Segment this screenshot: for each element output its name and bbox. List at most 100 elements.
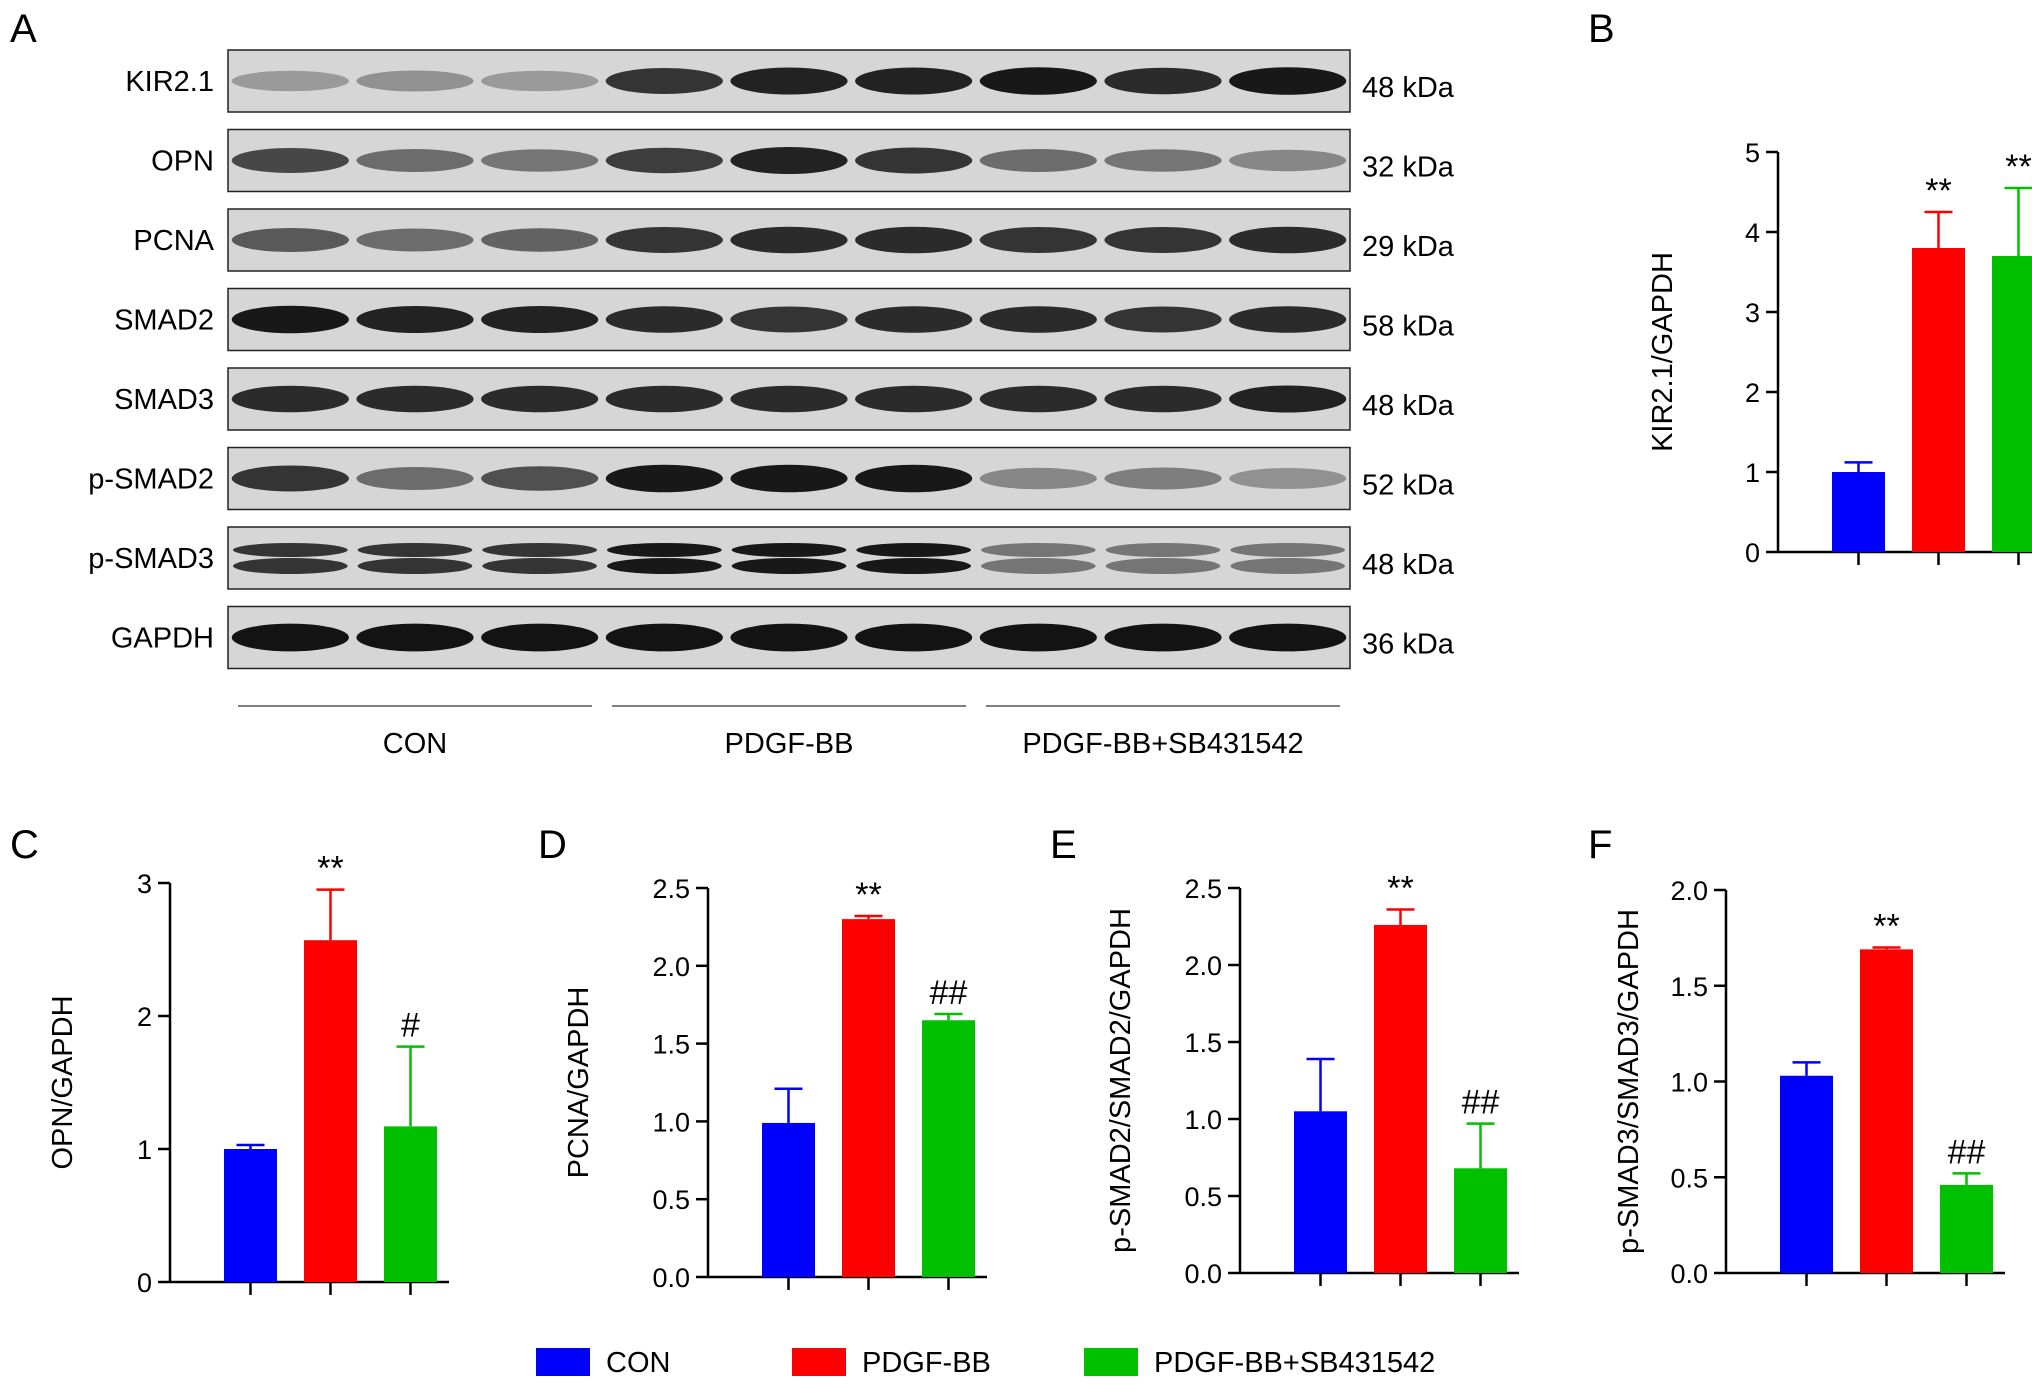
significance-label: ## [1948,1133,1986,1171]
protein-label: OPN [151,146,214,178]
y-tick-label: 2 [137,1002,152,1032]
blot-band [1105,558,1221,574]
blot-band [1229,226,1347,254]
bar-pdgf-bb-sb431542 [1454,1168,1507,1273]
blot-band [605,306,723,333]
blot-band [979,385,1097,413]
bar-pdgf-bb [1374,924,1427,1273]
y-tick-label: 1.0 [1184,1105,1222,1135]
chart-panel-d: 0.0 0.5 1.0 1.5 2.0 2.5 PCNA/GAPDH ** ## [563,874,987,1293]
blot-band [482,558,598,574]
blot-band [481,149,599,172]
panel-letter-c: C [10,823,39,867]
protein-label: SMAD2 [114,305,214,337]
y-tick-label: 0.0 [1184,1259,1222,1289]
blot-band [1229,306,1347,333]
blot-band [855,464,973,493]
blot-band [605,464,723,493]
blot-band [979,227,1097,253]
blot-band [730,67,848,95]
y-tick-label: 1 [137,1135,152,1165]
blot-band [231,623,349,652]
significance-label: # [401,1007,420,1045]
blot-band [605,147,723,174]
legend-label: CON [606,1347,670,1379]
significance-label: ** [317,850,343,888]
blot-band [605,68,723,94]
blot-band [605,385,723,413]
blot-band [730,226,848,254]
bar-pdgf-bb [842,919,895,1277]
y-tick-label: 1.5 [652,1030,690,1060]
blot-band [855,385,973,413]
blot-band [232,543,348,557]
y-tick-label: 3 [1745,298,1760,328]
blot-band [980,543,1096,557]
protein-size-label: 48 kDa [1362,72,1455,104]
y-axis-label: OPN/GAPDH [47,995,79,1169]
blot-band [481,306,599,333]
blot-band [855,147,973,174]
bar-pdgf-bb [1912,248,1965,552]
legend: CON PDGF-BB PDGF-BB+SB431542 [536,1347,1435,1379]
y-axis-label: PCNA/GAPDH [563,987,595,1179]
blot-band [855,226,973,254]
significance-label: ## [930,974,968,1012]
blot-band [731,543,847,557]
y-tick-label: 2.5 [1184,874,1222,904]
group-label: PDGF-BB [725,728,854,760]
blot-band [356,228,474,252]
blot-band [1104,149,1222,172]
blot-band [231,385,349,413]
y-tick-label: 2.5 [652,874,690,904]
protein-size-label: 52 kDa [1362,470,1455,502]
panel-letter-f: F [1588,823,1612,867]
blot-band [730,464,848,493]
blot-band [231,305,349,334]
bar-pdgf-bb [304,940,357,1282]
blot-band [731,558,847,574]
blot-band [605,623,723,652]
y-axis-label: KIR2.1/GAPDH [1647,252,1679,452]
blot-band [730,385,848,413]
significance-label: ** [855,876,881,914]
bar-con [1294,1111,1347,1273]
y-tick-label: 0.5 [652,1185,690,1215]
blot-band [356,385,474,413]
y-tick-label: 0 [137,1268,152,1298]
legend-swatch [536,1348,590,1376]
blot-band [980,558,1096,574]
blot-band [1104,467,1222,490]
blot-band [1104,227,1222,253]
blot-band [856,558,972,574]
blot-band [1229,468,1347,489]
blot-band [1104,385,1222,413]
blot-band [356,306,474,333]
blot-band [856,543,972,557]
significance-label: ## [1462,1084,1500,1122]
blot-band [481,623,599,652]
blot-band [979,306,1097,333]
blot-band [357,558,473,574]
blot-band [356,623,474,652]
bar-con [224,1149,277,1282]
blot-band [979,623,1097,652]
bar-pdgf-bb-sb431542 [922,1020,975,1277]
blot-band [1229,149,1347,172]
protein-label: PCNA [133,225,214,257]
y-tick-label: 1.5 [1670,972,1708,1002]
bar-pdgf-bb [1860,949,1913,1273]
bar-pdgf-bb-sb431542 [1940,1184,1993,1273]
chart-panel-b: 0 1 2 3 4 5 KIR2.1/GAPDH ** ** [1647,138,2032,568]
y-tick-label: 0.5 [1670,1163,1708,1193]
chart-panel-c: 0 1 2 3 OPN/GAPDH ** # [47,850,449,1298]
blot-band [231,148,349,173]
y-tick-label: 2.0 [652,952,690,982]
y-tick-label: 1 [1745,458,1760,488]
y-tick-label: 2 [1745,378,1760,408]
blot-band [481,70,599,92]
blot-band [730,147,848,174]
blot-band [231,228,349,252]
blot-band [481,228,599,252]
